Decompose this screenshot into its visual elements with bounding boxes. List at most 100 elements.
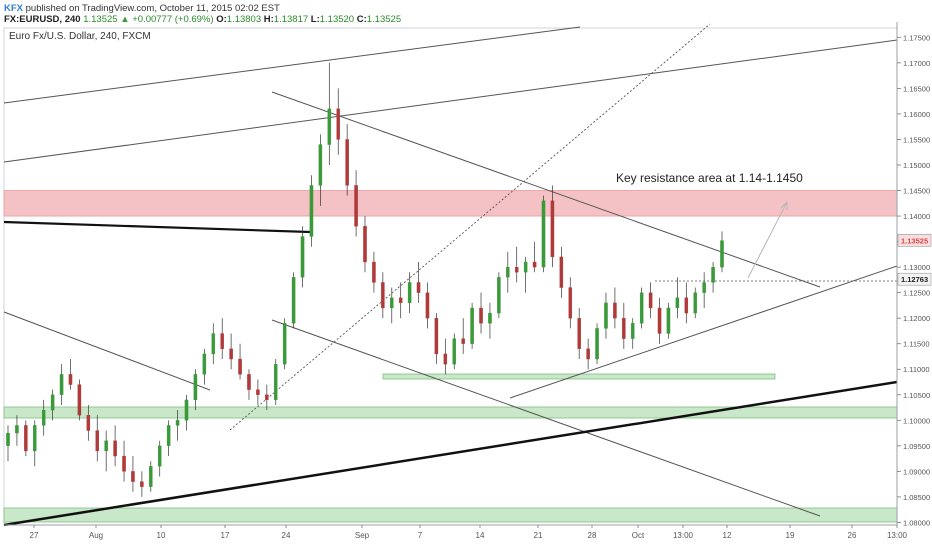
candle-body bbox=[336, 108, 340, 140]
candle-body bbox=[104, 440, 108, 452]
candle bbox=[363, 216, 367, 273]
candle bbox=[622, 302, 626, 349]
candle bbox=[184, 394, 189, 431]
candle-body bbox=[318, 144, 323, 186]
candle bbox=[657, 297, 662, 344]
candle-body bbox=[684, 297, 689, 314]
candle-body bbox=[140, 481, 144, 487]
price-chart[interactable]: Euro Fx/U.S. Dollar, 240, FXCM Key resist… bbox=[0, 22, 932, 550]
candle bbox=[50, 389, 55, 421]
candle-body bbox=[452, 338, 456, 365]
candle-body bbox=[175, 420, 180, 426]
downtrend-line-lower bbox=[271, 319, 821, 517]
candle bbox=[113, 425, 117, 467]
x-tick-label: 13:00 bbox=[887, 531, 908, 540]
candle-body bbox=[202, 353, 207, 375]
candle-body bbox=[265, 394, 269, 401]
candle bbox=[390, 287, 394, 324]
candle-body bbox=[131, 471, 135, 482]
projection-arrow-line bbox=[747, 201, 788, 279]
candle bbox=[15, 415, 19, 446]
candle-body bbox=[291, 277, 296, 324]
candle-body bbox=[86, 415, 91, 431]
candle bbox=[309, 175, 314, 247]
candle bbox=[345, 124, 349, 196]
candle bbox=[256, 379, 260, 405]
candle-body bbox=[586, 348, 590, 360]
candle bbox=[702, 272, 706, 308]
symbol-label[interactable]: FX:EURUSD, 240 bbox=[4, 14, 81, 25]
projection-arrow-head bbox=[780, 201, 788, 210]
x-tick-label: 12 bbox=[723, 531, 732, 540]
y-tick-label: 1.11000 bbox=[903, 365, 930, 374]
y-tick-label: 1.16500 bbox=[903, 84, 930, 93]
x-tick-label: Oct bbox=[632, 531, 645, 540]
candle bbox=[425, 282, 430, 329]
candle bbox=[648, 282, 653, 319]
candle-body bbox=[541, 200, 546, 268]
y-tick-label: 1.10000 bbox=[903, 416, 930, 425]
candle bbox=[452, 333, 456, 370]
price-label-box bbox=[897, 234, 932, 247]
candle-body bbox=[648, 292, 653, 309]
x-tick-label: Sep bbox=[355, 531, 370, 540]
candle bbox=[327, 62, 332, 165]
candle bbox=[140, 471, 144, 497]
candle-body bbox=[506, 266, 510, 278]
resistance-annotation: Key resistance area at 1.14-1.1450 bbox=[616, 171, 803, 185]
candle-body bbox=[95, 430, 100, 452]
price-label-box bbox=[897, 272, 932, 286]
x-tick-label: Aug bbox=[89, 531, 103, 540]
chart-title: Euro Fx/U.S. Dollar, 240, FXCM bbox=[9, 31, 151, 42]
candle-body bbox=[309, 185, 314, 237]
support-zone-2 bbox=[3, 406, 898, 419]
x-tick-label: 19 bbox=[786, 531, 795, 540]
bold-horizontal-line bbox=[3, 220, 311, 234]
candle bbox=[41, 399, 46, 436]
candle bbox=[300, 226, 305, 288]
x-tick-label: 27 bbox=[30, 531, 39, 540]
candle bbox=[711, 262, 715, 293]
candle bbox=[68, 359, 73, 390]
candle bbox=[282, 318, 287, 370]
candle-body bbox=[282, 323, 287, 365]
y-tick-label: 1.13000 bbox=[903, 263, 930, 272]
candle bbox=[550, 185, 555, 268]
candle-body bbox=[559, 256, 564, 288]
candle-body bbox=[657, 307, 662, 334]
y-tick-label: 1.15500 bbox=[903, 135, 930, 144]
candle-body bbox=[497, 277, 501, 314]
candle bbox=[479, 292, 483, 334]
x-tick-label: 24 bbox=[282, 531, 291, 540]
x-tick-label: 14 bbox=[476, 531, 485, 540]
candle bbox=[416, 262, 421, 303]
candle bbox=[86, 404, 91, 441]
candle-body bbox=[184, 399, 189, 421]
candle bbox=[131, 456, 135, 492]
open-value: 1.13803 bbox=[226, 14, 262, 25]
symbol-line: FX:EURUSD, 240 1.13525 ▲ +0.00777 (+0.69… bbox=[4, 14, 401, 25]
candle-body bbox=[41, 409, 46, 426]
candle bbox=[559, 246, 564, 298]
candle bbox=[122, 440, 126, 482]
y-tick-label: 1.12000 bbox=[903, 314, 930, 323]
candle bbox=[220, 318, 224, 360]
y-tick-label: 1.15000 bbox=[903, 161, 930, 170]
candle-body bbox=[613, 302, 617, 319]
author-name[interactable]: KFX bbox=[4, 3, 23, 14]
y-tick-label: 1.09500 bbox=[903, 442, 930, 451]
candle bbox=[95, 415, 100, 462]
y-tick-label: 1.16000 bbox=[903, 110, 930, 119]
candle-body bbox=[273, 363, 278, 401]
candle-body bbox=[398, 297, 403, 304]
channel-line-top-1 bbox=[3, 26, 581, 104]
candle bbox=[434, 313, 439, 365]
candle-body bbox=[523, 261, 528, 273]
candle bbox=[211, 323, 216, 365]
candle bbox=[166, 420, 171, 457]
candle bbox=[157, 440, 162, 477]
low-label: L: bbox=[310, 14, 320, 25]
downtrend-line-main bbox=[271, 91, 821, 288]
publish-line: KFX published on TradingView.com, Octobe… bbox=[4, 3, 280, 14]
candle-body bbox=[390, 297, 394, 309]
